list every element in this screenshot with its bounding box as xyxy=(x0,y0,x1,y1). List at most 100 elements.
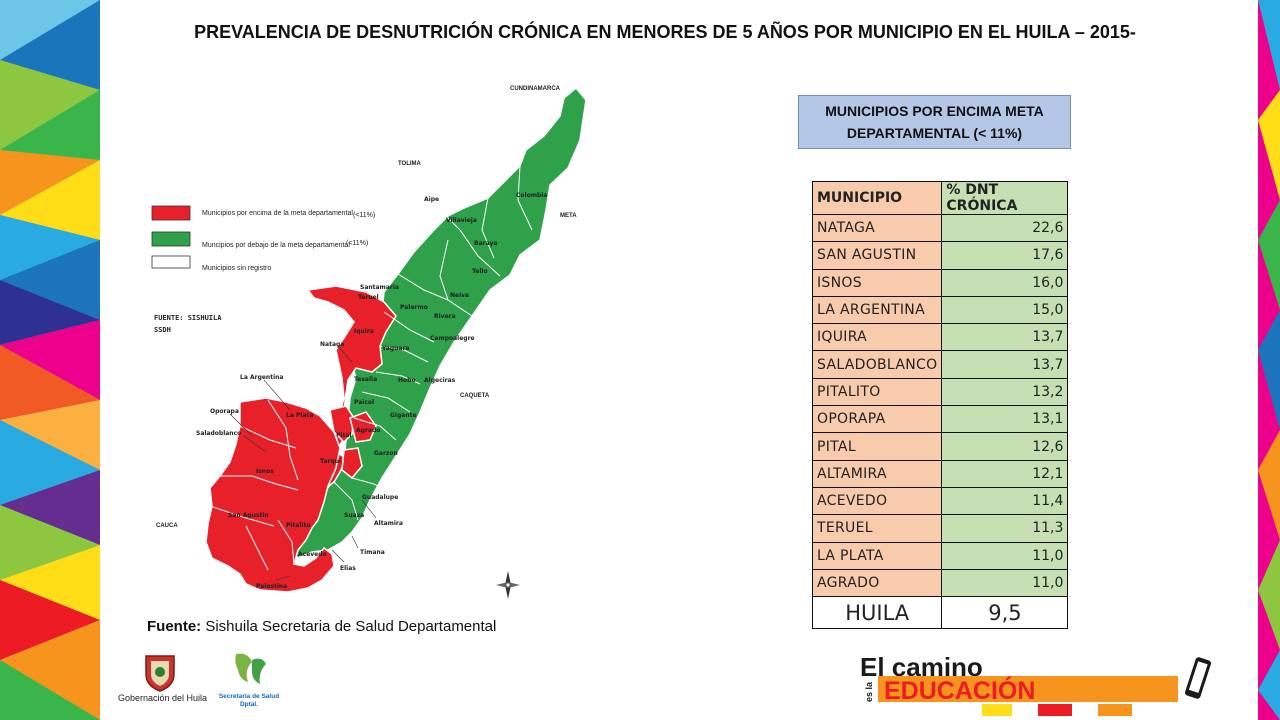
municipal-borders xyxy=(209,165,533,571)
map-label-iquira: Iquira xyxy=(354,328,374,335)
decorative-left-strip xyxy=(0,0,100,720)
compass-rose-icon xyxy=(496,571,520,599)
map-label-altamira: Altamira xyxy=(374,520,403,527)
map-label-tello: Tello xyxy=(472,268,488,275)
map-label-suaza: Suaza xyxy=(344,512,364,519)
municipio-cell: TERUEL xyxy=(811,514,943,543)
legend-above-threshold: (<11%) xyxy=(353,212,375,219)
municipio-cell: SAN AGUSTIN xyxy=(811,241,943,270)
table-row: SAN AGUSTIN 17,6 xyxy=(811,241,1069,270)
municipio-cell: IQUIRA xyxy=(811,323,943,352)
map-label-guadalupe: Guadalupe xyxy=(362,494,398,501)
map-label-santamaria: Santamaria xyxy=(360,284,399,291)
table-row: LA ARGENTINA 15,0 xyxy=(811,295,1069,325)
municipio-cell: OPORAPA xyxy=(811,405,943,434)
valor-cell: 13,1 xyxy=(941,405,1069,434)
map-label-villavieja: Villavieja xyxy=(446,217,477,224)
municipio-cell: PITALITO xyxy=(811,377,943,407)
legend-below-label: Muncipios por debajo de la meta departam… xyxy=(202,242,350,249)
table-row: ALTAMIRA 12,1 xyxy=(811,459,1069,488)
map-label-gigante: Gigante xyxy=(390,412,417,419)
valor-cell: 13,7 xyxy=(941,323,1069,352)
leader-lines xyxy=(229,345,377,581)
legend-none-label: Municipios sin registro xyxy=(202,265,271,272)
valor-cell: 12,6 xyxy=(941,432,1069,461)
map-region-red-agrado xyxy=(349,411,377,443)
map-label-san-agustin: San Agustin xyxy=(228,512,269,519)
educacion-logo: El camino es la EDUCACIÓN xyxy=(860,652,1212,716)
neighbor-cauca: CAUCA xyxy=(156,523,178,529)
map-label-neiva: Neiva xyxy=(450,292,469,299)
map-label-acevedo: Acevedo xyxy=(298,551,327,558)
map-label-yaguara: Yaguara xyxy=(381,345,409,352)
map-label-palestina: Palestina xyxy=(256,583,287,590)
legend-swatch-below xyxy=(151,231,191,247)
map-label-oporapa: Oporapa xyxy=(210,408,239,415)
gobernacion-shield-icon xyxy=(145,655,175,692)
table-row: TERUEL 11,3 xyxy=(811,514,1069,543)
legend-below-threshold: (<11%) xyxy=(346,240,368,247)
table-row: SALADOBLANCO 13,7 xyxy=(811,350,1069,379)
legend-swatch-none xyxy=(151,255,191,269)
map-label-isnos: Isnos xyxy=(256,468,274,475)
neighbor-cundinamarca: CUNDINAMARCA xyxy=(510,86,561,92)
valor-cell: 11,0 xyxy=(941,541,1069,570)
salud-logo-line2: Dptal. xyxy=(240,701,258,708)
table-total-row: HUILA 9,5 xyxy=(811,596,1069,630)
municipio-cell: ACEVEDO xyxy=(811,486,943,516)
table-row: ISNOS 16,0 xyxy=(811,268,1069,297)
table-row: ACEVEDO 11,4 xyxy=(811,486,1069,516)
valor-cell: 13,2 xyxy=(941,377,1069,407)
map-label-tarqui: Tarqui xyxy=(320,458,341,465)
map-label-saladoblanco: Saladoblanco xyxy=(196,430,241,437)
source-note-text: Sishuila Secretaria de Salud Departament… xyxy=(201,618,497,635)
map-label-tesalia: Tesalia xyxy=(354,376,377,383)
meta-box-line1: MUNICIPIOS POR ENCIMA META xyxy=(825,103,1044,119)
table-row: OPORAPA 13,1 xyxy=(811,405,1069,434)
table-row: AGRADO 11,0 xyxy=(811,568,1069,598)
total-municipio-cell: HUILA xyxy=(811,596,943,630)
map-region-red-south xyxy=(205,397,341,593)
map-label-garzon: Garzon xyxy=(374,450,398,457)
legend-swatch-above xyxy=(151,205,191,221)
page-title: PREVALENCIA DE DESNUTRICIÓN CRÓNICA EN M… xyxy=(194,22,1136,42)
municipio-cell: NATAGA xyxy=(811,213,943,243)
neighbor-tolima: TOLIMA xyxy=(398,161,422,167)
map-label-nataga: Nataga xyxy=(320,341,344,348)
dnt-table: MUNICIPIO % DNT CRÓNICA NATAGA 22,6 SAN A… xyxy=(811,181,1069,630)
source-note-label: Fuente: xyxy=(147,618,202,635)
secretaria-salud-logo-icon: Secretaria de Salud Dptal. xyxy=(219,653,279,708)
map-label-pital: Pital xyxy=(336,432,351,439)
meta-box-line2: DEPARTAMENTAL (< 11%) xyxy=(846,125,1023,141)
total-valor-cell: 9,5 xyxy=(941,596,1069,630)
map-label-aipe: Aipe xyxy=(424,196,439,203)
municipio-cell: ALTAMIRA xyxy=(811,459,943,488)
map-label-paicol: Paicol xyxy=(354,399,374,406)
municipio-cell: AGRADO xyxy=(811,568,943,598)
map-label-teruel: Teruel xyxy=(358,294,379,301)
source-note: Fuente: Sishuila Secretaria de Salud Dep… xyxy=(147,618,496,635)
map-label-la-argentina: La Argentina xyxy=(240,374,283,381)
table-row: IQUIRA 13,7 xyxy=(811,323,1069,352)
decorative-right-strip xyxy=(1258,0,1280,720)
valor-cell: 11,3 xyxy=(941,514,1069,543)
municipio-cell: ISNOS xyxy=(811,268,943,297)
pencil-icon xyxy=(1184,657,1212,699)
map-source-line1: FUENTE: SISHUILA xyxy=(154,314,222,322)
map-region-red-pital xyxy=(329,405,355,444)
map-label-hobo: Hobo xyxy=(398,377,416,384)
table-row: LA PLATA 11,0 xyxy=(811,541,1069,570)
map-label-rivera: Rivera xyxy=(434,313,456,320)
valor-cell: 22,6 xyxy=(941,213,1069,243)
valor-cell: 17,6 xyxy=(941,241,1069,270)
meta-departamental-box: MUNICIPIOS POR ENCIMA META DEPARTAMENTAL… xyxy=(798,95,1071,149)
map-label-palermo: Palermo xyxy=(400,304,428,311)
table-row: PITALITO 13,2 xyxy=(811,377,1069,407)
neighbor-caqueta: CAQUETA xyxy=(460,393,490,399)
valor-cell: 15,0 xyxy=(941,295,1069,325)
map-label-elias: Elias xyxy=(340,565,356,572)
municipio-cell: LA ARGENTINA xyxy=(811,295,943,325)
map-label-campoalegre: Campoalegre xyxy=(430,335,475,342)
table-header-row: MUNICIPIO % DNT CRÓNICA xyxy=(811,181,1069,215)
map-label-timana: Timana xyxy=(360,549,385,556)
